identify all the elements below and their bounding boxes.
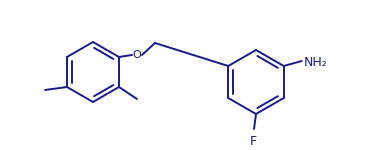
Text: O: O [132,50,141,60]
Text: NH₂: NH₂ [304,57,328,69]
Text: F: F [249,135,256,148]
